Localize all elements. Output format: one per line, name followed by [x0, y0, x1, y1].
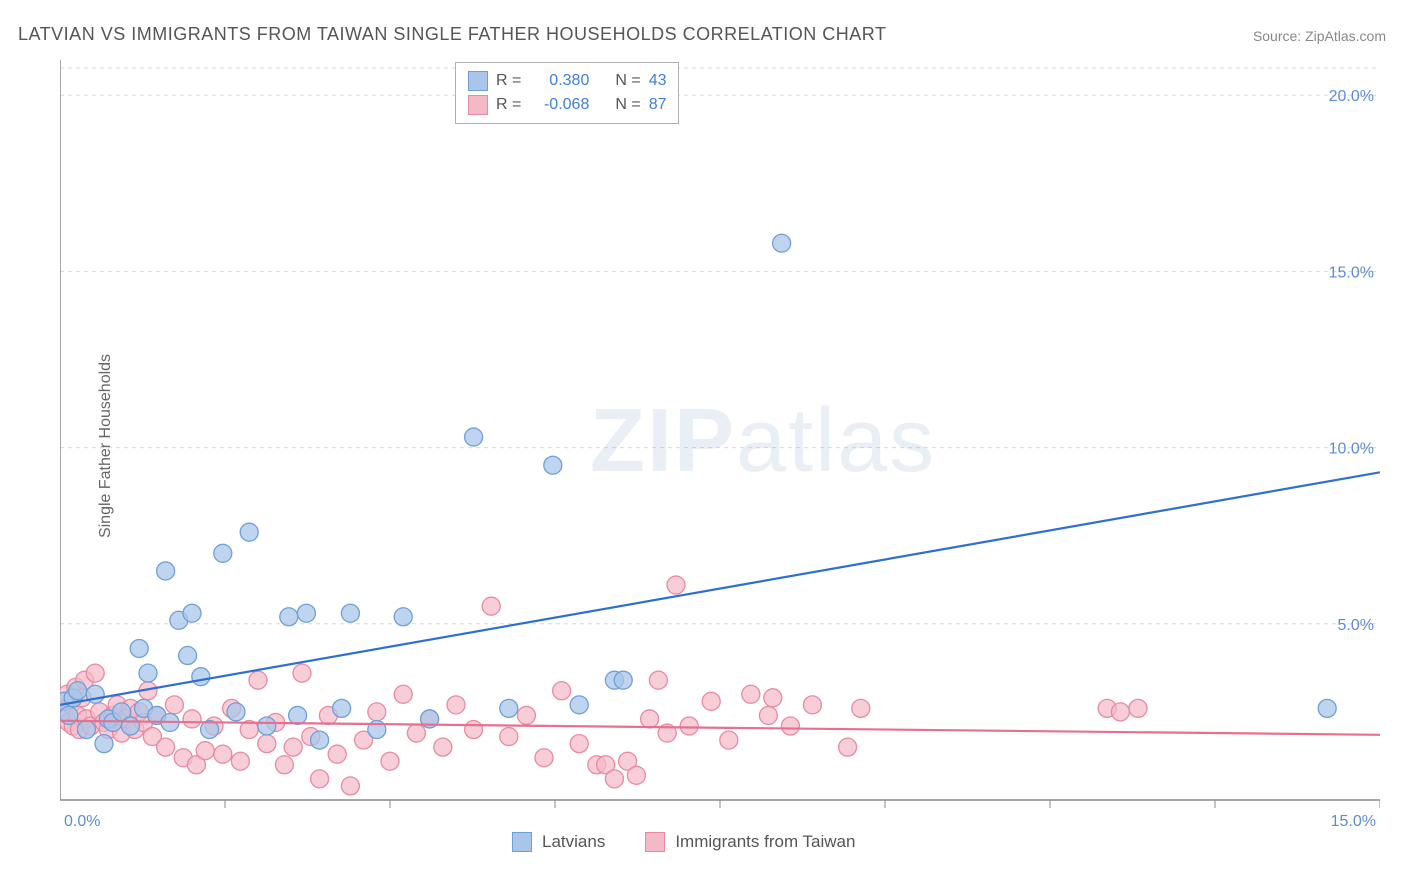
svg-text:15.0%: 15.0%	[1331, 813, 1376, 830]
r-value-blue: 0.380	[529, 69, 589, 93]
svg-text:15.0%: 15.0%	[1329, 264, 1374, 281]
legend-row-blue: R = 0.380 N = 43	[468, 69, 666, 93]
swatch-pink	[645, 832, 665, 852]
swatch-blue	[512, 832, 532, 852]
n-label: N =	[615, 69, 640, 93]
n-value-blue: 43	[649, 69, 667, 93]
scatter-plot: 5.0%10.0%15.0%20.0%0.0%15.0% ZIPatlas	[60, 60, 1380, 830]
svg-text:5.0%: 5.0%	[1338, 617, 1374, 634]
series-name-blue: Latvians	[542, 832, 605, 852]
legend-row-pink: R = -0.068 N = 87	[468, 93, 666, 117]
svg-text:10.0%: 10.0%	[1329, 441, 1374, 458]
r-label: R =	[496, 69, 521, 93]
series-legend: Latvians Immigrants from Taiwan	[512, 832, 855, 852]
svg-text:0.0%: 0.0%	[64, 813, 100, 830]
correlation-legend: R = 0.380 N = 43 R = -0.068 N = 87	[455, 62, 679, 124]
r-label: R =	[496, 93, 521, 117]
chart-title: LATVIAN VS IMMIGRANTS FROM TAIWAN SINGLE…	[18, 24, 886, 45]
r-value-pink: -0.068	[529, 93, 589, 117]
n-label: N =	[615, 93, 640, 117]
swatch-blue	[468, 71, 488, 91]
n-value-pink: 87	[649, 93, 667, 117]
svg-text:20.0%: 20.0%	[1329, 88, 1374, 105]
swatch-pink	[468, 95, 488, 115]
source-attribution: Source: ZipAtlas.com	[1253, 28, 1386, 44]
series-name-pink: Immigrants from Taiwan	[675, 832, 855, 852]
